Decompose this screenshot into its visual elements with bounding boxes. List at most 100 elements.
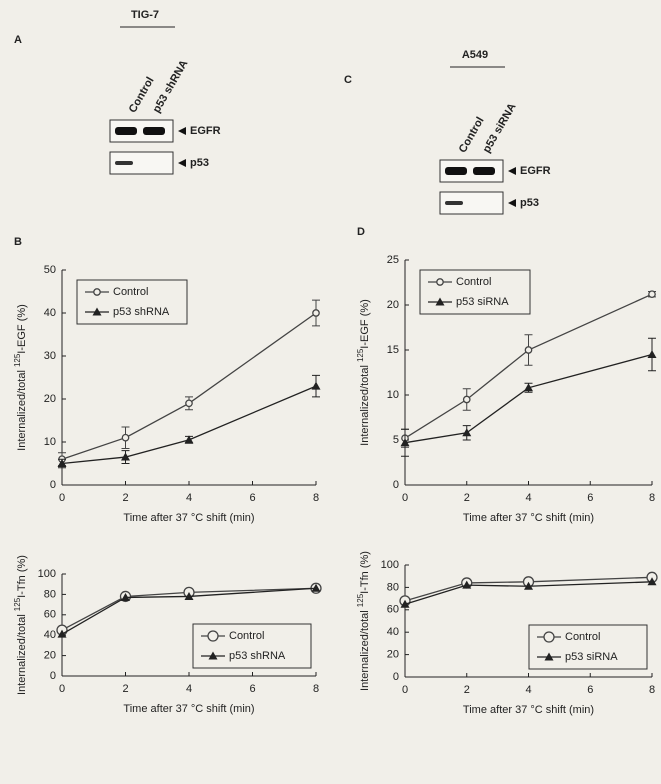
y-tick-label: 20 — [387, 649, 399, 661]
y-axis-label: Internalized/total 125I-EGF (%) — [13, 304, 28, 451]
series-line — [405, 355, 652, 443]
y-tick-label: 15 — [387, 344, 399, 356]
y-tick-label: 0 — [393, 671, 399, 683]
y-tick-label: 40 — [387, 626, 399, 638]
y-tick-label: 10 — [387, 389, 399, 401]
marker — [464, 396, 470, 402]
legend-marker — [544, 632, 554, 642]
y-tick-label: 40 — [44, 629, 56, 641]
arrow — [508, 167, 516, 175]
legend-label: p53 siRNA — [565, 651, 618, 663]
marker — [122, 435, 128, 441]
band-label: EGFR — [190, 125, 221, 137]
legend-label: Control — [229, 630, 264, 642]
x-tick-label: 4 — [525, 492, 531, 504]
y-tick-label: 25 — [387, 254, 399, 266]
band-label: p53 — [190, 157, 209, 169]
band-label: EGFR — [520, 165, 551, 177]
marker — [462, 428, 471, 436]
band — [445, 167, 467, 175]
y-tick-label: 30 — [44, 350, 56, 362]
y-tick-label: 80 — [387, 581, 399, 593]
band — [115, 161, 133, 165]
y-tick-label: 0 — [393, 479, 399, 491]
y-axis-label: Internalized/total 125I-Tfn (%) — [356, 551, 371, 691]
band — [445, 201, 463, 205]
legend-label: Control — [113, 286, 148, 298]
y-tick-label: 50 — [44, 264, 56, 276]
y-axis-label: Internalized/total 125I-EGF (%) — [356, 299, 371, 446]
x-tick-label: 4 — [525, 684, 531, 696]
legend-label: p53 shRNA — [229, 650, 286, 662]
y-label-part: I-EGF (%) — [16, 304, 28, 354]
y-tick-label: 40 — [44, 307, 56, 319]
cell-line: TIG-7 — [131, 9, 159, 21]
band — [115, 127, 137, 135]
y-label-part: Internalized/total — [16, 367, 28, 451]
x-tick-label: 0 — [402, 684, 408, 696]
legend-marker — [437, 279, 443, 285]
legend-label: p53 siRNA — [456, 296, 509, 308]
y-label-part: 125 — [356, 593, 365, 607]
cell-line: A549 — [462, 49, 488, 61]
y-label-part: Internalized/total — [16, 611, 28, 695]
y-tick-label: 80 — [44, 588, 56, 600]
y-tick-label: 0 — [50, 479, 56, 491]
y-label-part: I-EGF (%) — [359, 299, 371, 349]
legend-marker — [208, 631, 218, 641]
marker — [648, 350, 657, 358]
legend-label: Control — [565, 631, 600, 643]
y-tick-label: 100 — [381, 559, 399, 571]
series-line — [405, 294, 652, 438]
arrow — [508, 199, 516, 207]
marker — [312, 382, 321, 390]
y-label-part: 125 — [13, 597, 22, 611]
y-tick-label: 10 — [44, 436, 56, 448]
x-tick-label: 0 — [59, 683, 65, 695]
panel-label: A — [14, 34, 22, 46]
band — [143, 127, 165, 135]
arrow — [178, 159, 186, 167]
y-axis-label: Internalized/total 125I-Tfn (%) — [13, 555, 28, 695]
y-tick-label: 20 — [44, 393, 56, 405]
y-label-part: 125 — [356, 348, 365, 362]
x-tick-label: 0 — [59, 492, 65, 504]
x-tick-label: 8 — [649, 684, 655, 696]
panel-label: D — [357, 226, 365, 238]
marker — [186, 400, 192, 406]
lane-label: p53 siRNA — [481, 101, 519, 155]
y-tick-label: 5 — [393, 434, 399, 446]
y-label-part: 125 — [13, 353, 22, 367]
y-tick-label: 20 — [387, 299, 399, 311]
x-tick-label: 0 — [402, 492, 408, 504]
y-label-part: Internalized/total — [359, 362, 371, 446]
x-tick-label: 6 — [249, 492, 255, 504]
x-tick-label: 8 — [313, 492, 319, 504]
legend-marker — [94, 289, 100, 295]
marker — [525, 347, 531, 353]
x-tick-label: 8 — [313, 683, 319, 695]
y-tick-label: 60 — [44, 609, 56, 621]
panel-label: C — [344, 74, 352, 86]
panel-label: B — [14, 236, 22, 248]
band-label: p53 — [520, 197, 539, 209]
x-tick-label: 8 — [649, 492, 655, 504]
x-tick-label: 6 — [587, 684, 593, 696]
x-tick-label: 6 — [249, 683, 255, 695]
legend-label: p53 shRNA — [113, 306, 170, 318]
x-tick-label: 2 — [464, 684, 470, 696]
marker — [313, 310, 319, 316]
x-tick-label: 4 — [186, 683, 192, 695]
y-tick-label: 100 — [38, 568, 56, 580]
y-tick-label: 0 — [50, 670, 56, 682]
figure: A TIG-7 Control p53 shRNA EGFR p53 C A549 Contro… — [0, 0, 661, 784]
x-tick-label: 2 — [122, 683, 128, 695]
x-tick-label: 6 — [587, 492, 593, 504]
band — [473, 167, 495, 175]
y-label-part: I-Tfn (%) — [16, 555, 28, 598]
y-tick-label: 20 — [44, 650, 56, 662]
x-tick-label: 2 — [464, 492, 470, 504]
x-axis-label: Time after 37 °C shift (min) — [463, 512, 594, 524]
x-axis-label: Time after 37 °C shift (min) — [463, 704, 594, 716]
y-label-part: I-Tfn (%) — [359, 551, 371, 594]
